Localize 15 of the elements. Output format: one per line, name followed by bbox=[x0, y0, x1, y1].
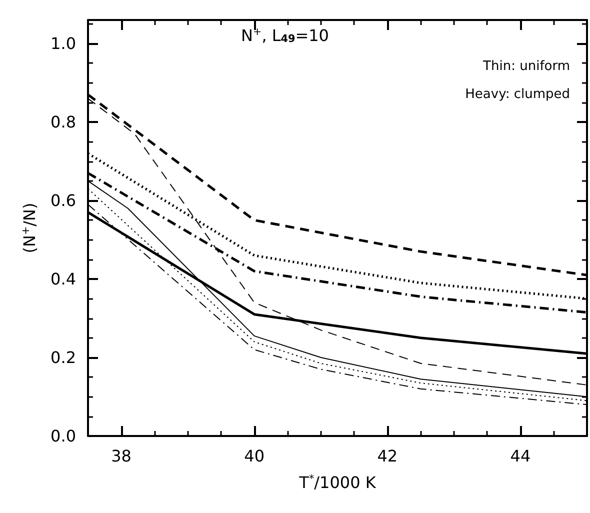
x-tick-label: 42 bbox=[377, 446, 398, 466]
y-tick-label: 1.0 bbox=[50, 34, 76, 54]
y-tick-label: 0.2 bbox=[50, 348, 76, 368]
y-tick-label: 0.8 bbox=[50, 112, 76, 132]
x-tick-label: 44 bbox=[510, 446, 531, 466]
y-tick-label: 0.0 bbox=[50, 426, 76, 446]
x-tick-label: 40 bbox=[244, 446, 265, 466]
y-tick-label: 0.4 bbox=[50, 270, 76, 289]
annotation: Thin: uniform bbox=[482, 59, 570, 74]
chart-title: N+, L49=10 bbox=[241, 26, 329, 46]
annotation: Heavy: clumped bbox=[465, 87, 570, 102]
x-axis-title: T*/1000 K bbox=[298, 473, 376, 492]
x-tick-label: 38 bbox=[111, 446, 132, 466]
y-tick-label: 0.6 bbox=[50, 191, 76, 210]
y-axis-title: (N+/N) bbox=[20, 202, 39, 254]
